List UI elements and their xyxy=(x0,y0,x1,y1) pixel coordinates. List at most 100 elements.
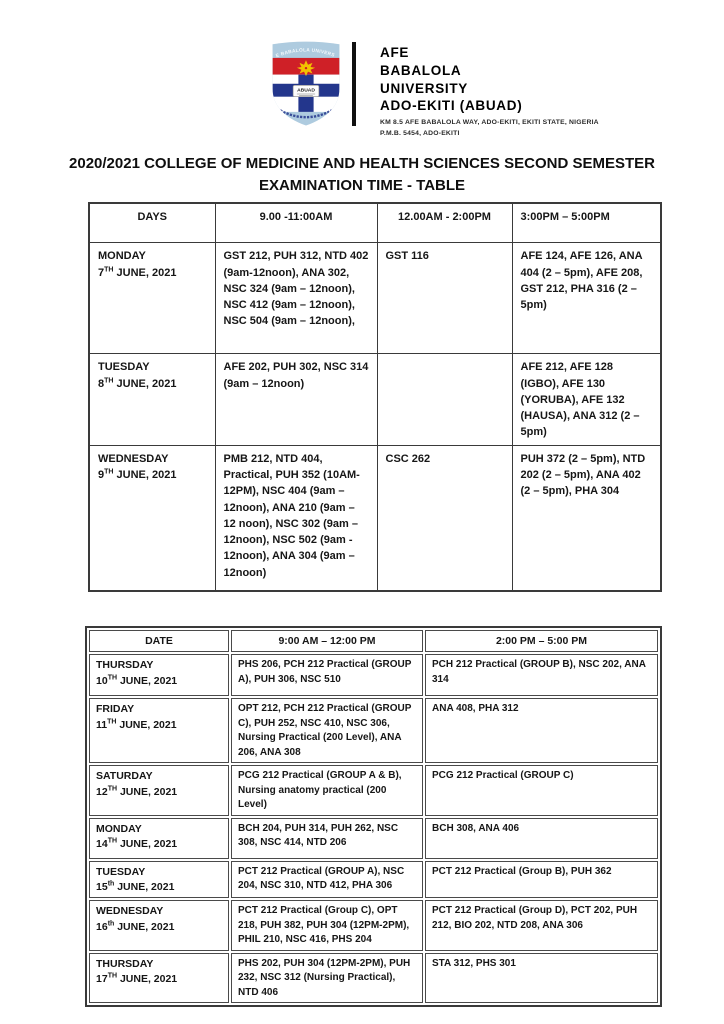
table-row: THURSDAY 10TH JUNE, 2021 PHS 206, PCH 21… xyxy=(89,654,658,697)
date-rest: JUNE, 2021 xyxy=(117,674,178,687)
date-ordinal: TH xyxy=(107,718,117,726)
exam-slot-cell: PCT 212 Practical (Group B), PUH 362 xyxy=(425,860,658,899)
day-name: MONDAY xyxy=(96,822,142,835)
day-cell: SATURDAY 12TH JUNE, 2021 xyxy=(89,765,229,816)
date-ordinal: th xyxy=(107,920,115,928)
table-row: FRIDAY 11TH JUNE, 2021 OPT 212, PCH 212 … xyxy=(89,698,658,764)
table-row: WEDNESDAY 16th JUNE, 2021 PCT 212 Practi… xyxy=(89,900,658,951)
date-rest: JUNE, 2021 xyxy=(114,920,175,933)
date-number: 12 xyxy=(96,785,108,798)
exam-slot-cell: PCT 212 Practical (Group C), OPT 218, PU… xyxy=(231,900,423,951)
logo-motto-arc xyxy=(279,109,333,119)
university-name-line: BABALOLA xyxy=(380,62,462,78)
day-cell: FRIDAY 11TH JUNE, 2021 xyxy=(89,698,229,764)
page-title: 2020/2021 COLLEGE OF MEDICINE AND HEALTH… xyxy=(0,153,724,196)
day-cell: WEDNESDAY 9TH JUNE, 2021 xyxy=(88,444,216,592)
day-cell: TUESDAY 15th JUNE, 2021 xyxy=(89,860,229,899)
date-number: 16 xyxy=(96,920,108,933)
day-cell: WEDNESDAY 16th JUNE, 2021 xyxy=(89,900,229,951)
date-rest: JUNE, 2021 xyxy=(113,377,177,390)
letterhead: ABUAD AFE BABALOLA UNIVERSITY AFE BABALO… xyxy=(266,34,724,139)
header-afternoon: 2:00 PM – 5:00 PM xyxy=(425,630,658,653)
date-rest: JUNE, 2021 xyxy=(113,266,177,279)
exam-slot-cell xyxy=(376,353,513,446)
date-number: 9 xyxy=(98,469,105,481)
exam-slot-cell: PHS 202, PUH 304 (12PM-2PM), PUH 232, NS… xyxy=(231,952,423,1004)
logo-abuad-text: ABUAD xyxy=(297,88,315,94)
day-name: TUESDAY xyxy=(96,865,146,878)
header-days: DAYS xyxy=(88,202,216,244)
exam-slot-cell: AFE 212, AFE 128 (IGBO), AFE 130 (YORUBA… xyxy=(511,353,662,446)
day-cell: MONDAY 14TH JUNE, 2021 xyxy=(89,817,229,859)
exam-slot-cell: OPT 212, PCH 212 Practical (GROUP C), PU… xyxy=(231,698,423,764)
date-ordinal: TH xyxy=(104,266,114,274)
address-line-1: KM 8.5 AFE BABALOLA WAY, ADO-EKITI, EKIT… xyxy=(380,119,599,127)
date-ordinal: th xyxy=(107,880,115,888)
date-number: 7 xyxy=(98,266,105,279)
university-name-line: ADO-EKITI (ABUAD) xyxy=(380,98,523,114)
exam-slot-cell: ANA 408, PHA 312 xyxy=(425,698,658,764)
day-name: FRIDAY xyxy=(96,703,135,716)
date-rest: JUNE, 2021 xyxy=(117,785,178,798)
day-name: TUESDAY xyxy=(98,361,150,374)
header-morning: 9:00 AM – 12:00 PM xyxy=(231,630,423,653)
exam-slot-cell: PHS 206, PCH 212 Practical (GROUP A), PU… xyxy=(231,654,423,697)
table-row: MONDAY 14TH JUNE, 2021 BCH 204, PUH 314,… xyxy=(89,817,658,859)
exam-slot-cell: PUH 372 (2 – 5pm), NTD 202 (2 – 5pm), AN… xyxy=(511,444,662,592)
table-row: WEDNESDAY 9TH JUNE, 2021 PMB 212, NTD 40… xyxy=(88,444,662,592)
title-line-1: 2020/2021 COLLEGE OF MEDICINE AND HEALTH… xyxy=(69,155,655,173)
university-name-line: AFE xyxy=(380,45,410,60)
exam-slot-cell: PCG 212 Practical (GROUP C) xyxy=(425,765,658,816)
title-line-2: EXAMINATION TIME - TABLE xyxy=(258,176,466,194)
university-name: AFE BABALOLA UNIVERSITY ADO-EKITI (ABUAD… xyxy=(380,44,599,115)
university-address: KM 8.5 AFE BABALOLA WAY, ADO-EKITI, EKIT… xyxy=(380,118,599,139)
day-name: THURSDAY xyxy=(96,659,154,672)
day-cell: TUESDAY 8TH JUNE, 2021 xyxy=(88,353,216,446)
exam-slot-cell: PCT 212 Practical (Group D), PCT 202, PU… xyxy=(425,900,658,951)
day-cell: THURSDAY 10TH JUNE, 2021 xyxy=(89,654,229,697)
date-number: 10 xyxy=(96,674,108,687)
table-row: TUESDAY 15th JUNE, 2021 PCT 212 Practica… xyxy=(89,860,658,899)
date-number: 17 xyxy=(96,973,108,986)
date-ordinal: TH xyxy=(104,377,114,385)
header-slot-9-11: 9.00 -11:00AM xyxy=(214,202,378,244)
day-name: THURSDAY xyxy=(96,957,154,970)
exam-slot-cell: AFE 202, PUH 302, NSC 314 (9am – 12noon) xyxy=(214,353,378,446)
exam-slot-cell: GST 212, PUH 312, NTD 402 (9am-12noon), … xyxy=(214,242,378,355)
date-number: 11 xyxy=(96,718,108,731)
date-rest: JUNE, 2021 xyxy=(117,838,178,851)
exam-slot-cell: GST 116 xyxy=(376,242,513,355)
exam-slot-cell: AFE 124, AFE 126, ANA 404 (2 – 5pm), AFE… xyxy=(511,242,662,355)
table-row: SATURDAY 12TH JUNE, 2021 PCG 212 Practic… xyxy=(89,765,658,816)
date-ordinal: TH xyxy=(107,785,118,793)
day-cell: THURSDAY 17TH JUNE, 2021 xyxy=(89,952,229,1004)
table-header-row: DAYS 9.00 -11:00AM 12.00AM - 2:00PM 3:00… xyxy=(88,202,662,244)
date-rest: JUNE, 2021 xyxy=(117,973,178,986)
day-name: WEDNESDAY xyxy=(98,452,169,465)
table-row: THURSDAY 17TH JUNE, 2021 PHS 202, PUH 30… xyxy=(89,952,658,1004)
exam-slot-cell: PCH 212 Practical (GROUP B), NSC 202, AN… xyxy=(425,654,658,697)
header-date: DATE xyxy=(89,630,229,653)
day-name: SATURDAY xyxy=(96,770,153,783)
date-number: 15 xyxy=(96,881,108,894)
university-identity: AFE BABALOLA UNIVERSITY ADO-EKITI (ABUAD… xyxy=(380,38,599,139)
date-ordinal: TH xyxy=(107,972,118,980)
date-rest: JUNE, 2021 xyxy=(116,718,177,731)
university-logo: ABUAD AFE BABALOLA UNIVERSITY xyxy=(266,34,344,133)
header-slot-12-2: 12.00AM - 2:00PM xyxy=(376,202,513,244)
timetable-week2: DATE 9:00 AM – 12:00 PM 2:00 PM – 5:00 P… xyxy=(85,626,662,1008)
exam-slot-cell: PMB 212, NTD 404, Practical, PUH 352 (10… xyxy=(214,444,378,592)
exam-slot-cell: BCH 204, PUH 314, PUH 262, NSC 308, NSC … xyxy=(231,817,423,859)
day-name: WEDNESDAY xyxy=(96,905,164,918)
university-crest-icon: ABUAD AFE BABALOLA UNIVERSITY xyxy=(266,34,340,126)
date-ordinal: TH xyxy=(107,674,118,682)
address-line-2: P.M.B. 5454, ADO-EKITI xyxy=(380,129,460,137)
date-rest: JUNE, 2021 xyxy=(113,469,177,481)
letterhead-divider xyxy=(352,42,356,126)
date-ordinal: TH xyxy=(104,468,114,476)
date-ordinal: TH xyxy=(107,837,118,845)
exam-slot-cell: CSC 262 xyxy=(376,444,513,592)
day-cell: MONDAY 7TH JUNE, 2021 xyxy=(88,242,216,355)
exam-slot-cell: STA 312, PHS 301 xyxy=(425,952,658,1004)
